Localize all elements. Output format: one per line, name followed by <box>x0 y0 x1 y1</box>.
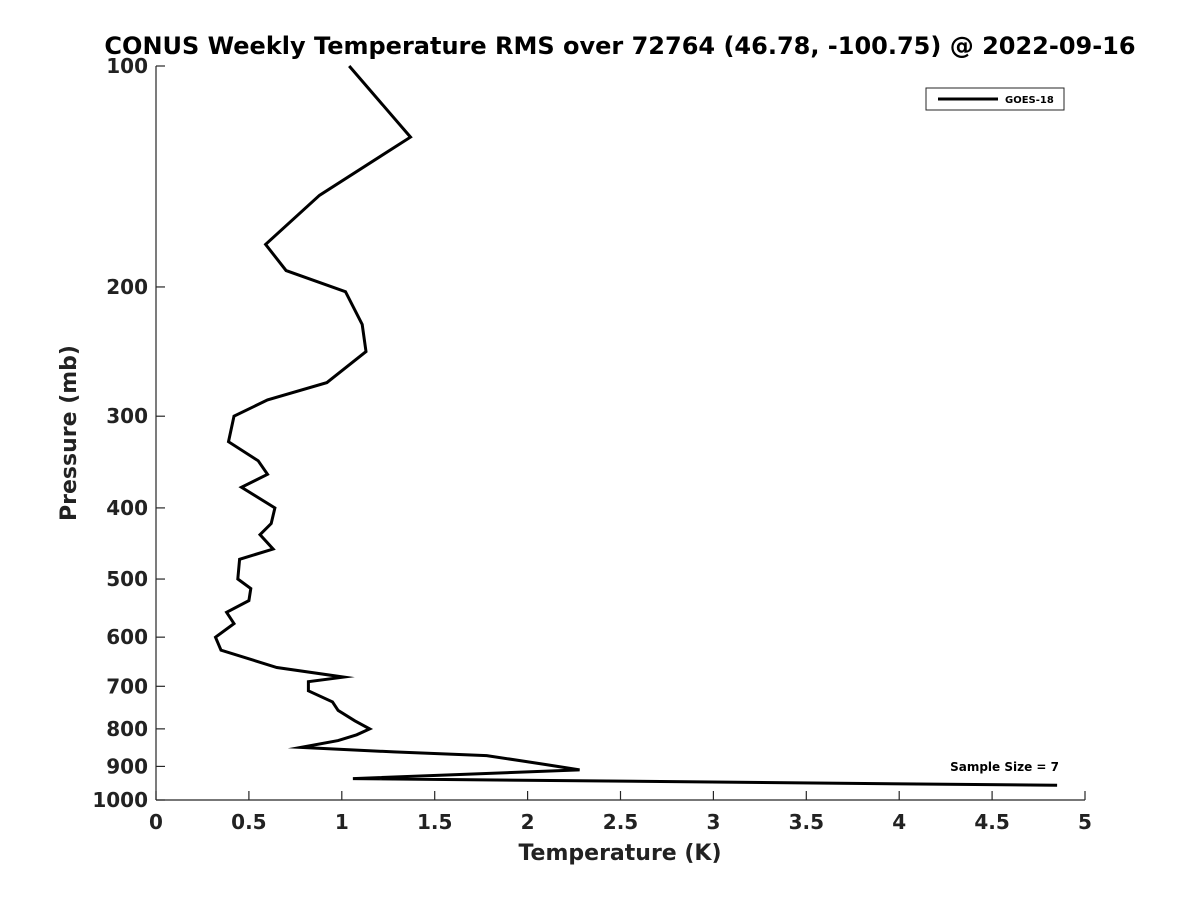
x-tick-label: 4 <box>892 810 906 834</box>
y-tick-label: 700 <box>106 674 148 698</box>
x-tick-label: 1 <box>335 810 349 834</box>
chart-title: CONUS Weekly Temperature RMS over 72764 … <box>104 32 1135 60</box>
x-tick-label: 4.5 <box>974 810 1009 834</box>
y-tick-label: 400 <box>106 496 148 520</box>
x-tick-label: 0.5 <box>231 810 266 834</box>
y-tick-label: 800 <box>106 717 148 741</box>
x-axis-label: Temperature (K) <box>518 841 721 866</box>
x-tick-label: 3.5 <box>789 810 824 834</box>
y-axis-label: Pressure (mb) <box>57 345 82 521</box>
legend-label: GOES-18 <box>1005 95 1054 106</box>
y-tick-label: 900 <box>106 754 148 778</box>
x-tick-label: 1.5 <box>417 810 452 834</box>
x-tick-label: 2.5 <box>603 810 638 834</box>
series-line-goes-18 <box>213 65 1058 787</box>
legend: GOES-18 <box>925 87 1065 111</box>
sample-size-annotation: Sample Size = 7 <box>950 760 1059 774</box>
x-tick-label: 5 <box>1078 810 1092 834</box>
x-ticks: 0 0.5 1 1.5 2 2.5 3 3.5 4 4.5 5 <box>149 791 1092 834</box>
y-tick-label: 500 <box>106 567 148 591</box>
x-tick-label: 0 <box>149 810 163 834</box>
x-tick-label: 3 <box>706 810 720 834</box>
series-layer <box>213 65 1058 787</box>
x-tick-label: 2 <box>521 810 535 834</box>
y-tick-label: 1000 <box>92 788 148 812</box>
y-tick-label: 100 <box>106 54 148 78</box>
y-tick-label: 600 <box>106 625 148 649</box>
y-tick-label: 300 <box>106 404 148 428</box>
y-tick-label: 200 <box>106 275 148 299</box>
y-ticks: 100 200 300 400 500 600 700 800 900 1000 <box>92 54 165 812</box>
